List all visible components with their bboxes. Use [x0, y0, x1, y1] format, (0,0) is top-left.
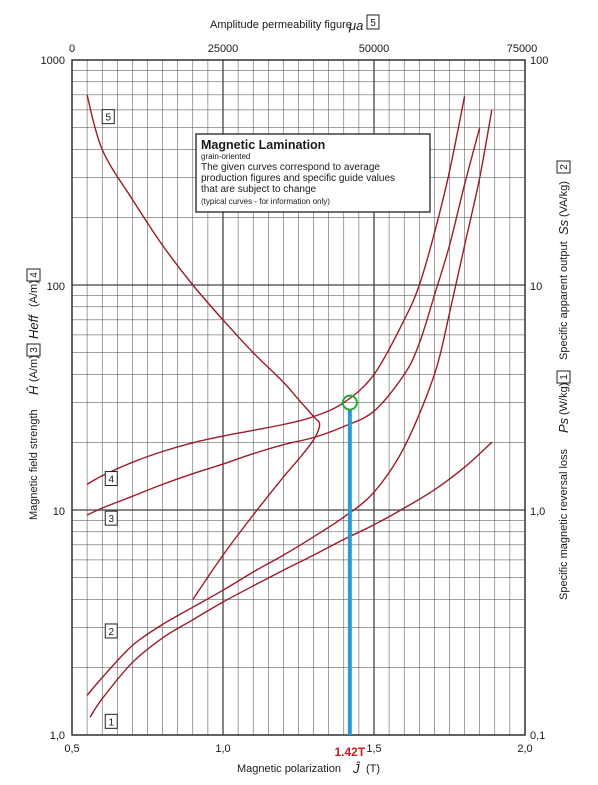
left-axis-ref-box-1 — [26, 343, 41, 357]
right-axis-upper-symbol: Ss — [556, 219, 571, 235]
annotation-line-2: production figures and specific guide va… — [201, 173, 395, 184]
right-axis-lower-title-group: Specific magnetic reversal loss Ps (W/kg… — [556, 370, 571, 600]
right-axis-lower-ref-box — [556, 370, 571, 384]
series-1-line — [89, 441, 493, 718]
left-axis-unit-1: (A/m) — [28, 355, 40, 382]
top-axis-title: Amplitude permeability figure — [210, 19, 352, 31]
x-axis-unit: (T) — [366, 763, 380, 775]
y-tick-2: 100 — [47, 281, 65, 293]
right-axis-lower-symbol: Ps — [556, 417, 571, 433]
left-axis-title: Magnetic field strength — [28, 409, 40, 520]
annotation-line-1: The given curves correspond to average — [201, 162, 380, 173]
y-tick-1: 10 — [53, 506, 65, 518]
top-axis: Amplitude permeability figure μa 5 0 250… — [69, 14, 538, 55]
annotation-box-frame — [195, 133, 431, 213]
marker-circle — [341, 394, 358, 411]
top-axis-ref: 5 — [370, 18, 376, 29]
top-tick-2: 50000 — [359, 43, 390, 55]
left-axis-symbol-1: Ĥ — [26, 385, 41, 395]
x-tick-3: 2,0 — [517, 743, 532, 755]
annotation-line-3: that are subject to change — [201, 184, 317, 195]
r-tick-3: 100 — [530, 55, 548, 67]
annotation-title: Magnetic Lamination — [201, 138, 325, 152]
right-axis: 0,1 1,0 10 100 Specific apparent output … — [530, 55, 571, 742]
right-axis-upper-title: Specific apparent output — [558, 241, 570, 360]
series-2-tag-box — [104, 623, 118, 639]
y-tick-3: 1000 — [41, 55, 65, 67]
right-axis-upper-unit: (VA/kg) — [558, 181, 570, 217]
x-axis-title: Magnetic polarization — [237, 763, 341, 775]
annotation-subtitle: grain-oriented — [201, 152, 250, 161]
series-3-tag-box — [104, 510, 118, 526]
curve-labels: 1 2 3 4 5 — [101, 109, 118, 729]
annotation-box: Magnetic Lamination grain-oriented The g… — [195, 133, 431, 213]
series-1-tag: 1 — [108, 717, 114, 728]
right-axis-upper-ref: 2 — [559, 164, 570, 170]
right-axis-lower-title: Specific magnetic reversal loss — [558, 448, 570, 600]
marker: 1.42T — [334, 394, 366, 759]
r-tick-0: 0,1 — [530, 730, 545, 742]
series-4-tag: 4 — [108, 475, 114, 486]
left-axis: 1,0 10 100 1000 Magnetic field strength … — [26, 55, 65, 742]
bottom-axis: 0,5 1,0 1,5 2,0 Magnetic polarization Ĵ … — [64, 743, 532, 776]
series-5-line — [86, 94, 321, 600]
series-3-tag: 3 — [108, 514, 114, 525]
top-tick-1: 25000 — [208, 43, 239, 55]
marker-label: 1.42T — [334, 745, 365, 759]
left-axis-ref-box-2 — [26, 268, 41, 282]
plot-frame — [71, 59, 526, 736]
series-2-tag: 2 — [108, 627, 114, 638]
right-axis-upper-title-group: Specific apparent output Ss (VA/kg) 2 — [556, 160, 571, 360]
r-tick-1: 1,0 — [530, 506, 545, 518]
x-axis-symbol: Ĵ — [352, 761, 361, 776]
top-tick-3: 75000 — [507, 43, 538, 55]
right-axis-lower-ref: 1 — [559, 374, 570, 380]
right-axis-upper-ref-box — [556, 160, 571, 174]
annotation-note: (typical curves - for information only) — [201, 197, 330, 206]
x-tick-1: 1,0 — [215, 743, 230, 755]
left-axis-title-group: Magnetic field strength Ĥ (A/m) 3 Heff (… — [26, 268, 41, 520]
right-axis-lower-unit: (W/kg) — [558, 383, 570, 415]
series-3-line — [86, 127, 481, 516]
series-4-tag-box — [104, 471, 118, 487]
left-axis-symbol-2: Heff — [26, 314, 41, 339]
curves — [86, 94, 493, 718]
series-5-tag: 5 — [105, 113, 111, 124]
left-axis-unit-2: (A/m) — [28, 280, 40, 307]
x-tick-0: 0,5 — [64, 743, 79, 755]
y-tick-0: 1,0 — [50, 730, 65, 742]
series-4-line — [86, 96, 466, 486]
left-axis-ref-1: 3 — [29, 347, 40, 353]
r-tick-2: 10 — [530, 281, 542, 293]
series-5-tag-box — [101, 109, 115, 125]
x-tick-2: 1,5 — [366, 743, 381, 755]
series-1-tag-box — [104, 713, 118, 729]
top-tick-0: 0 — [69, 43, 75, 55]
left-axis-ref-2: 4 — [29, 272, 40, 278]
top-axis-symbol: μa — [348, 18, 363, 33]
top-axis-ref-box — [366, 14, 380, 30]
series-2-line — [86, 109, 493, 696]
